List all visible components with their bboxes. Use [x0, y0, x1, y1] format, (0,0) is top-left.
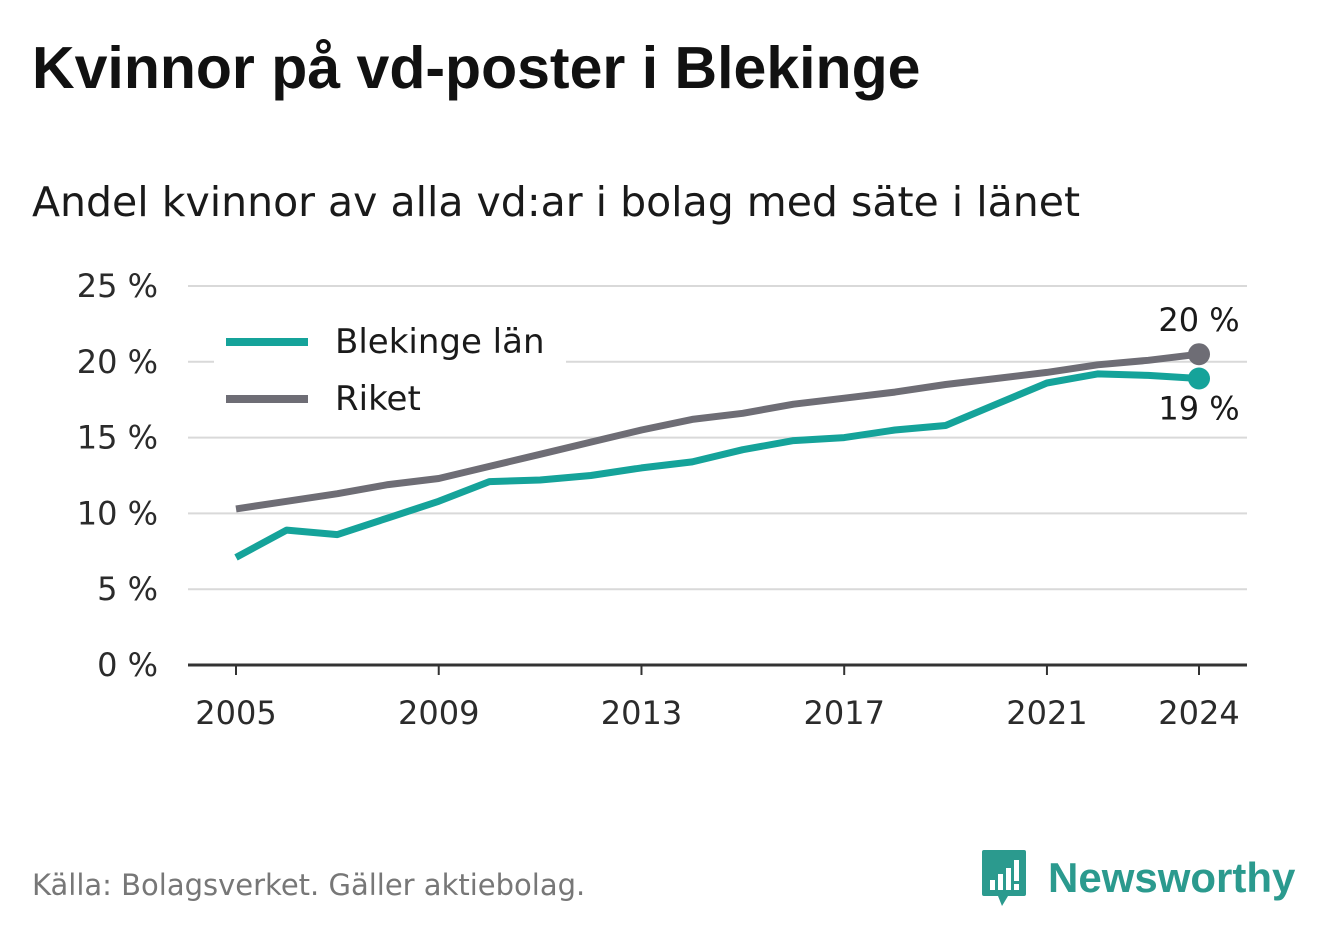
brand-name: Newsworthy: [1048, 854, 1296, 901]
chart-subtitle: Andel kvinnor av alla vd:ar i bolag med …: [32, 178, 1081, 226]
x-axis: 2005 2009 2013 2017 2021 2024: [188, 663, 1247, 732]
y-tick-label: 0 %: [97, 646, 158, 684]
end-value-label: 19 %: [1158, 389, 1239, 427]
line-chart: 0 %5 %10 %15 %20 %25 % 2005 2009 2013 2017 2…: [77, 267, 1247, 732]
x-tick-label: 2024: [1158, 694, 1239, 732]
source-note: Källa: Bolagsverket. Gäller aktiebolag.: [32, 868, 586, 902]
chart-title: Kvinnor på vd-poster i Blekinge: [32, 35, 921, 101]
y-tick-label: 25 %: [77, 267, 158, 305]
x-tick-label: 2017: [803, 694, 884, 732]
x-tick-label: 2013: [601, 694, 682, 732]
y-tick-label: 15 %: [77, 419, 158, 457]
legend: Blekinge län Riket: [214, 316, 566, 436]
x-tick-label: 2021: [1006, 694, 1087, 732]
end-value-label: 20 %: [1158, 301, 1239, 339]
series-endpoint: [1188, 343, 1210, 366]
series-line: [235, 350, 1200, 513]
newsworthy-logo: Newsworthy: [980, 848, 1295, 908]
x-tick-label: 2005: [195, 694, 276, 732]
series-endpoint: [1188, 367, 1210, 390]
y-axis: 0 % 5 % 10 % 15 % 20 % 25 %: [77, 267, 158, 684]
y-tick-label: 20 %: [77, 343, 158, 381]
series-endpoints: 20 % 19 %: [1158, 301, 1239, 427]
x-tick-label: 2009: [398, 694, 479, 732]
series-line: [234, 370, 1200, 561]
newsworthy-logo-icon: [982, 850, 1026, 906]
legend-label: Riket: [335, 379, 421, 419]
y-tick-label: 5 %: [97, 570, 158, 608]
y-tick-label: 10 %: [77, 494, 158, 532]
legend-box: [214, 316, 566, 436]
series-lines: [234, 350, 1200, 561]
legend-label: Blekinge län: [335, 322, 545, 362]
